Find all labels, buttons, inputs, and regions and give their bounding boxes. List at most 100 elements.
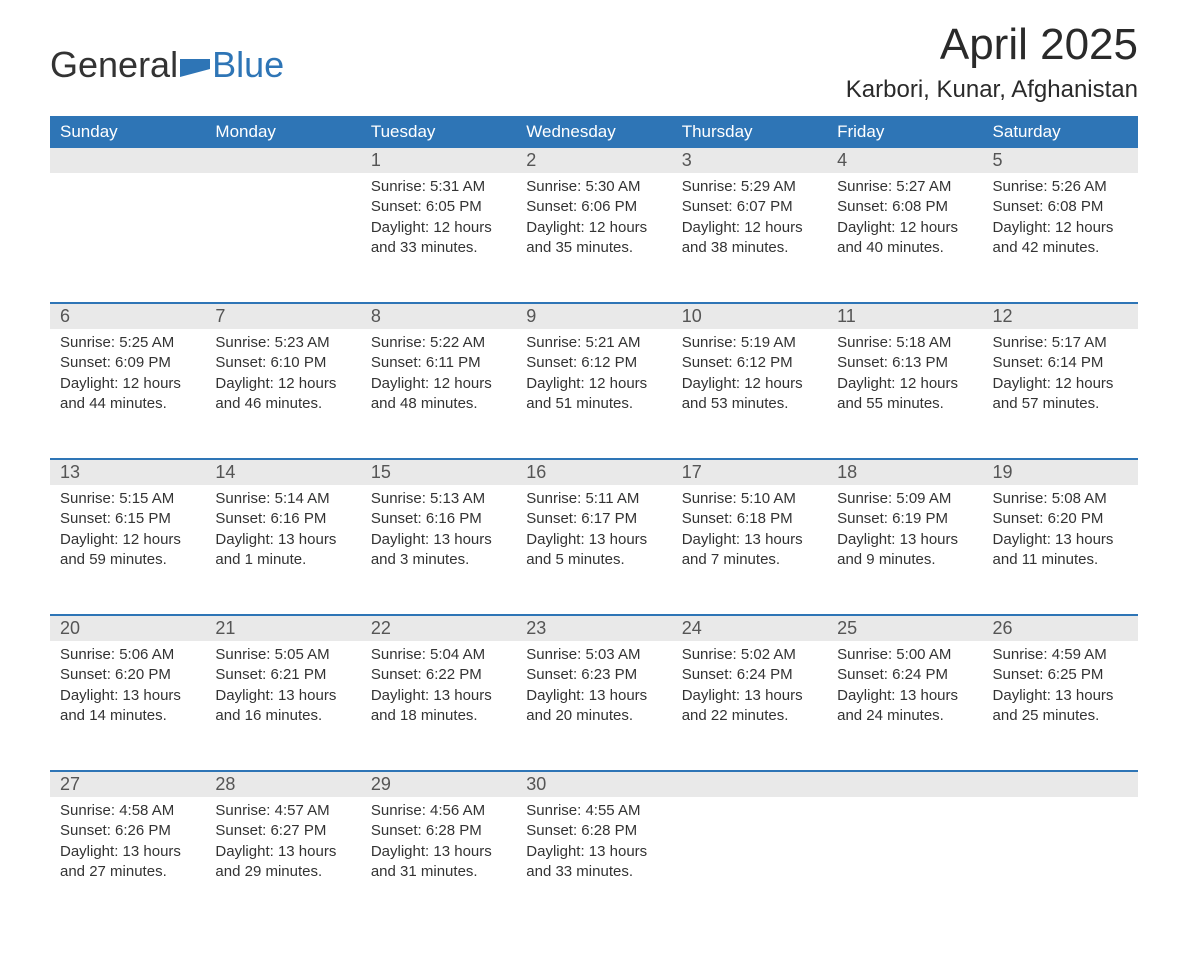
day-cell: Sunrise: 5:27 AMSunset: 6:08 PMDaylight:… — [827, 173, 982, 303]
sunrise-text: Sunrise: 4:56 AM — [371, 801, 506, 821]
day-details: Sunrise: 5:22 AMSunset: 6:11 PMDaylight:… — [361, 329, 516, 424]
sunrise-text: Sunrise: 5:00 AM — [837, 645, 972, 665]
sunrise-text: Sunrise: 4:59 AM — [993, 645, 1128, 665]
sunset-text: Sunset: 6:06 PM — [526, 197, 661, 217]
day-details: Sunrise: 5:10 AMSunset: 6:18 PMDaylight:… — [672, 485, 827, 580]
weekday-header: Thursday — [672, 116, 827, 148]
sunrise-text: Sunrise: 5:11 AM — [526, 489, 661, 509]
day-cell: Sunrise: 5:30 AMSunset: 6:06 PMDaylight:… — [516, 173, 671, 303]
daylight-text: Daylight: 13 hours and 31 minutes. — [371, 842, 506, 883]
sunset-text: Sunset: 6:20 PM — [993, 509, 1128, 529]
day-number: 1 — [361, 148, 516, 173]
day-number: 27 — [50, 772, 205, 797]
daylight-text: Daylight: 13 hours and 33 minutes. — [526, 842, 661, 883]
daylight-text: Daylight: 13 hours and 27 minutes. — [60, 842, 195, 883]
day-cell: Sunrise: 5:14 AMSunset: 6:16 PMDaylight:… — [205, 485, 360, 615]
sunset-text: Sunset: 6:12 PM — [682, 353, 817, 373]
day-cell: Sunrise: 5:26 AMSunset: 6:08 PMDaylight:… — [983, 173, 1138, 303]
sunset-text: Sunset: 6:12 PM — [526, 353, 661, 373]
daylight-text: Daylight: 12 hours and 46 minutes. — [215, 374, 350, 415]
day-details: Sunrise: 5:18 AMSunset: 6:13 PMDaylight:… — [827, 329, 982, 424]
sunset-text: Sunset: 6:08 PM — [837, 197, 972, 217]
day-details: Sunrise: 5:02 AMSunset: 6:24 PMDaylight:… — [672, 641, 827, 736]
sunrise-text: Sunrise: 5:22 AM — [371, 333, 506, 353]
sunset-text: Sunset: 6:26 PM — [60, 821, 195, 841]
day-details: Sunrise: 4:56 AMSunset: 6:28 PMDaylight:… — [361, 797, 516, 892]
day-number: 13 — [50, 460, 205, 485]
day-number: 26 — [983, 616, 1138, 641]
day-details: Sunrise: 5:05 AMSunset: 6:21 PMDaylight:… — [205, 641, 360, 736]
day-number: 16 — [516, 460, 671, 485]
sunset-text: Sunset: 6:19 PM — [837, 509, 972, 529]
day-details: Sunrise: 5:13 AMSunset: 6:16 PMDaylight:… — [361, 485, 516, 580]
day-number-cell: 5 — [983, 148, 1138, 173]
day-number-cell: 16 — [516, 459, 671, 485]
day-number-cell: 7 — [205, 303, 360, 329]
sunset-text: Sunset: 6:24 PM — [837, 665, 972, 685]
day-cell: Sunrise: 4:57 AMSunset: 6:27 PMDaylight:… — [205, 797, 360, 927]
day-cell: Sunrise: 5:00 AMSunset: 6:24 PMDaylight:… — [827, 641, 982, 771]
page-header: General Blue April 2025 Karbori, Kunar, … — [50, 20, 1138, 104]
weekday-header: Saturday — [983, 116, 1138, 148]
day-cell: Sunrise: 5:06 AMSunset: 6:20 PMDaylight:… — [50, 641, 205, 771]
daylight-text: Daylight: 13 hours and 20 minutes. — [526, 686, 661, 727]
day-cell: Sunrise: 4:56 AMSunset: 6:28 PMDaylight:… — [361, 797, 516, 927]
day-number-cell: 12 — [983, 303, 1138, 329]
day-cell: Sunrise: 5:11 AMSunset: 6:17 PMDaylight:… — [516, 485, 671, 615]
day-number-row: 6789101112 — [50, 303, 1138, 329]
day-details: Sunrise: 5:14 AMSunset: 6:16 PMDaylight:… — [205, 485, 360, 580]
day-details: Sunrise: 5:03 AMSunset: 6:23 PMDaylight:… — [516, 641, 671, 736]
day-details: Sunrise: 4:57 AMSunset: 6:27 PMDaylight:… — [205, 797, 360, 892]
day-number-cell: 30 — [516, 771, 671, 797]
day-number: 9 — [516, 304, 671, 329]
sunset-text: Sunset: 6:27 PM — [215, 821, 350, 841]
sunrise-text: Sunrise: 5:03 AM — [526, 645, 661, 665]
day-number: 7 — [205, 304, 360, 329]
day-number-cell: 2 — [516, 148, 671, 173]
day-details: Sunrise: 5:21 AMSunset: 6:12 PMDaylight:… — [516, 329, 671, 424]
day-number: 24 — [672, 616, 827, 641]
daylight-text: Daylight: 13 hours and 7 minutes. — [682, 530, 817, 571]
sunset-text: Sunset: 6:25 PM — [993, 665, 1128, 685]
day-number: 5 — [983, 148, 1138, 173]
day-details: Sunrise: 5:29 AMSunset: 6:07 PMDaylight:… — [672, 173, 827, 268]
day-content-row: Sunrise: 5:25 AMSunset: 6:09 PMDaylight:… — [50, 329, 1138, 459]
day-number-cell: 26 — [983, 615, 1138, 641]
day-details: Sunrise: 5:09 AMSunset: 6:19 PMDaylight:… — [827, 485, 982, 580]
daylight-text: Daylight: 13 hours and 24 minutes. — [837, 686, 972, 727]
sunset-text: Sunset: 6:21 PM — [215, 665, 350, 685]
sunrise-text: Sunrise: 5:05 AM — [215, 645, 350, 665]
sunset-text: Sunset: 6:20 PM — [60, 665, 195, 685]
day-content-row: Sunrise: 5:06 AMSunset: 6:20 PMDaylight:… — [50, 641, 1138, 771]
day-number-cell: 3 — [672, 148, 827, 173]
day-details: Sunrise: 5:00 AMSunset: 6:24 PMDaylight:… — [827, 641, 982, 736]
day-number: 30 — [516, 772, 671, 797]
day-details: Sunrise: 5:17 AMSunset: 6:14 PMDaylight:… — [983, 329, 1138, 424]
sunrise-text: Sunrise: 5:31 AM — [371, 177, 506, 197]
day-content-row: Sunrise: 5:31 AMSunset: 6:05 PMDaylight:… — [50, 173, 1138, 303]
day-cell: Sunrise: 4:59 AMSunset: 6:25 PMDaylight:… — [983, 641, 1138, 771]
day-cell: Sunrise: 5:04 AMSunset: 6:22 PMDaylight:… — [361, 641, 516, 771]
day-cell: Sunrise: 4:58 AMSunset: 6:26 PMDaylight:… — [50, 797, 205, 927]
day-cell: Sunrise: 5:03 AMSunset: 6:23 PMDaylight:… — [516, 641, 671, 771]
weekday-header: Wednesday — [516, 116, 671, 148]
day-cell — [983, 797, 1138, 927]
sunrise-text: Sunrise: 5:18 AM — [837, 333, 972, 353]
day-number: 20 — [50, 616, 205, 641]
day-number-cell: 21 — [205, 615, 360, 641]
day-cell: Sunrise: 5:23 AMSunset: 6:10 PMDaylight:… — [205, 329, 360, 459]
weekday-header: Tuesday — [361, 116, 516, 148]
sunrise-text: Sunrise: 5:09 AM — [837, 489, 972, 509]
sunrise-text: Sunrise: 5:13 AM — [371, 489, 506, 509]
day-number-row: 12345 — [50, 148, 1138, 173]
day-number-cell — [983, 771, 1138, 797]
day-number-cell: 22 — [361, 615, 516, 641]
sunset-text: Sunset: 6:18 PM — [682, 509, 817, 529]
month-title: April 2025 — [846, 20, 1138, 70]
daylight-text: Daylight: 12 hours and 48 minutes. — [371, 374, 506, 415]
sunset-text: Sunset: 6:22 PM — [371, 665, 506, 685]
day-number: 8 — [361, 304, 516, 329]
sunset-text: Sunset: 6:13 PM — [837, 353, 972, 373]
day-number-cell: 15 — [361, 459, 516, 485]
sunrise-text: Sunrise: 5:10 AM — [682, 489, 817, 509]
